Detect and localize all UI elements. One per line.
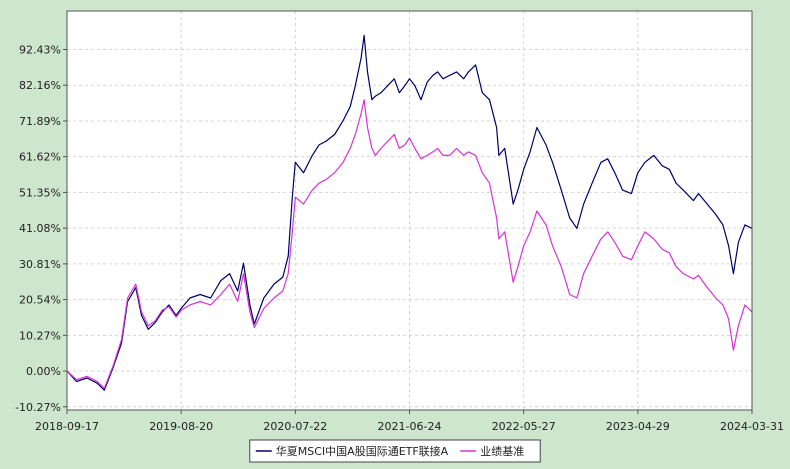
series-line-0 [66, 34, 753, 391]
x-axis-ticks: 2018-09-17 2019-08-20 2020-07-22 2021-06-24… [35, 410, 784, 433]
x-tick-label: 2018-09-17 [35, 420, 99, 433]
y-axis-ticks: -10.27% 0.00% 10.27% 20.54% 30.81% 41.08% 51.3… [15, 44, 67, 414]
plot-frame [66, 10, 753, 411]
x-tick-label: 2020-07-22 [263, 420, 327, 433]
y-tick-label: 51.35% [19, 186, 61, 199]
x-tick-label: 2023-04-29 [606, 420, 670, 433]
y-tick-label: -10.27% [15, 401, 61, 414]
legend-label-1: 业绩基准 [480, 445, 524, 458]
y-tick-label: 71.89% [19, 115, 61, 128]
series-lines [66, 34, 753, 391]
series-line-1 [66, 99, 753, 389]
x-tick-label: 2019-08-20 [149, 420, 213, 433]
y-tick-label: 30.81% [19, 258, 61, 271]
x-tick-label: 2022-05-27 [492, 420, 556, 433]
grid-lines [67, 11, 752, 410]
y-tick-label: 10.27% [19, 329, 61, 342]
y-tick-label: 20.54% [19, 294, 61, 307]
legend-label-0: 华夏MSCI中国A股国际通ETF联接A [276, 444, 449, 458]
x-tick-label: 2021-06-24 [378, 420, 442, 433]
y-tick-label: 61.62% [19, 151, 61, 164]
y-tick-label: 82.16% [19, 79, 61, 92]
x-tick-label: 2024-03-31 [720, 420, 784, 433]
y-tick-label: 92.43% [19, 44, 61, 57]
y-tick-label: 0.00% [26, 365, 61, 378]
y-tick-label: 41.08% [19, 222, 61, 235]
legend: 华夏MSCI中国A股国际通ETF联接A 业绩基准 [249, 439, 541, 463]
legend-box [249, 439, 541, 463]
